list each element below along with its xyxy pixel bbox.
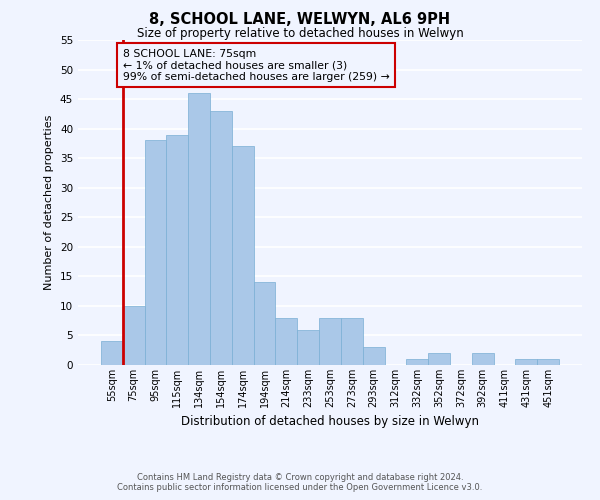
Bar <box>188 93 210 365</box>
Bar <box>210 111 232 365</box>
Text: 8 SCHOOL LANE: 75sqm
← 1% of detached houses are smaller (3)
99% of semi-detache: 8 SCHOOL LANE: 75sqm ← 1% of detached ho… <box>123 49 389 82</box>
Bar <box>101 342 123 365</box>
Bar <box>515 359 537 365</box>
Bar <box>363 348 385 365</box>
Bar <box>275 318 297 365</box>
Bar <box>232 146 254 365</box>
Bar <box>428 353 450 365</box>
Bar <box>472 353 494 365</box>
Y-axis label: Number of detached properties: Number of detached properties <box>44 115 55 290</box>
Bar <box>406 359 428 365</box>
Bar <box>166 134 188 365</box>
Text: Contains HM Land Registry data © Crown copyright and database right 2024.
Contai: Contains HM Land Registry data © Crown c… <box>118 473 482 492</box>
Bar <box>145 140 166 365</box>
Bar <box>254 282 275 365</box>
Bar <box>123 306 145 365</box>
X-axis label: Distribution of detached houses by size in Welwyn: Distribution of detached houses by size … <box>181 416 479 428</box>
Bar <box>319 318 341 365</box>
Text: Size of property relative to detached houses in Welwyn: Size of property relative to detached ho… <box>137 28 463 40</box>
Bar <box>537 359 559 365</box>
Bar <box>297 330 319 365</box>
Text: 8, SCHOOL LANE, WELWYN, AL6 9PH: 8, SCHOOL LANE, WELWYN, AL6 9PH <box>149 12 451 28</box>
Bar <box>341 318 363 365</box>
